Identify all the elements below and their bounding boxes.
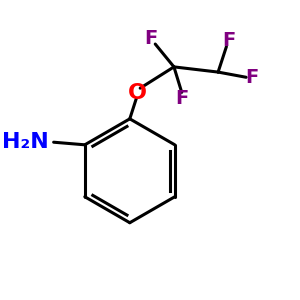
Text: F: F bbox=[144, 29, 157, 48]
Text: O: O bbox=[128, 83, 147, 103]
Text: H₂N: H₂N bbox=[2, 132, 48, 152]
Text: F: F bbox=[245, 68, 259, 87]
Text: F: F bbox=[222, 32, 235, 50]
Text: F: F bbox=[175, 88, 188, 108]
